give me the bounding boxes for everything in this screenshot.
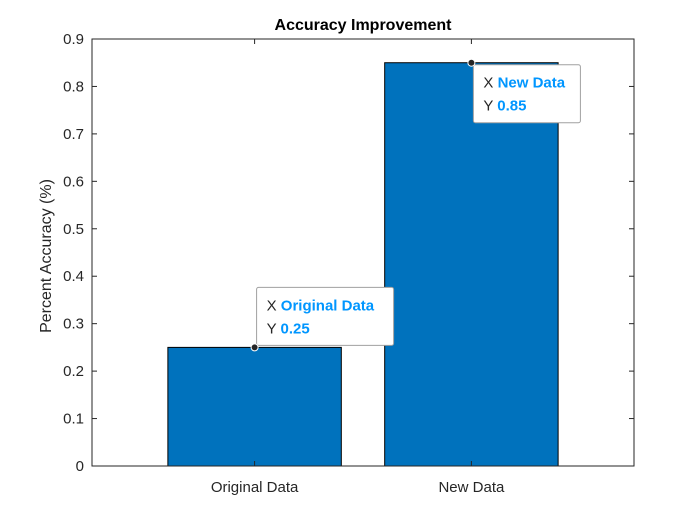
y-axis-label: Percent Accuracy (%) (38, 179, 55, 333)
datatip-1[interactable]: X New Data Y 0.85 (467, 58, 581, 124)
y-tick-label: 0.9 (63, 31, 84, 48)
x-tick-label: New Data (438, 479, 505, 496)
y-tick-label: 0.4 (63, 268, 84, 285)
y-tick-label: 0.8 (63, 78, 84, 95)
y-tick-label: 0 (76, 458, 84, 475)
datatip-box (472, 64, 581, 124)
datatip-box (256, 286, 395, 346)
y-tick-label: 0.5 (63, 221, 84, 238)
x-tick-label: Original Data (211, 479, 299, 496)
datatip-y-line: Y 0.85 (483, 98, 526, 115)
datatip-x-line: X New Data (483, 75, 565, 92)
datatip-marker (467, 58, 476, 67)
axes-box (91, 38, 635, 467)
datatip-x-line: X Original Data (267, 297, 375, 314)
y-tick-label: 0.7 (63, 126, 84, 143)
plot-area: 0 0.1 0.2 0.3 0.4 0.5 0.6 0.7 0.8 0.9 Original Dat… (63, 31, 635, 496)
y-tick-label: 0.6 (63, 173, 84, 190)
bar-1 (384, 62, 559, 467)
datatip-y-line: Y 0.25 (267, 320, 310, 337)
datatip-0[interactable]: X Original Data Y 0.25 (250, 286, 395, 352)
y-tick-label: 0.1 (63, 411, 84, 428)
y-tick-label: 0.2 (63, 363, 84, 380)
chart-title: Accuracy Improvement (275, 17, 453, 34)
y-tick-label: 0.3 (63, 316, 84, 333)
bar-0 (167, 346, 342, 467)
datatip-marker (250, 343, 259, 352)
